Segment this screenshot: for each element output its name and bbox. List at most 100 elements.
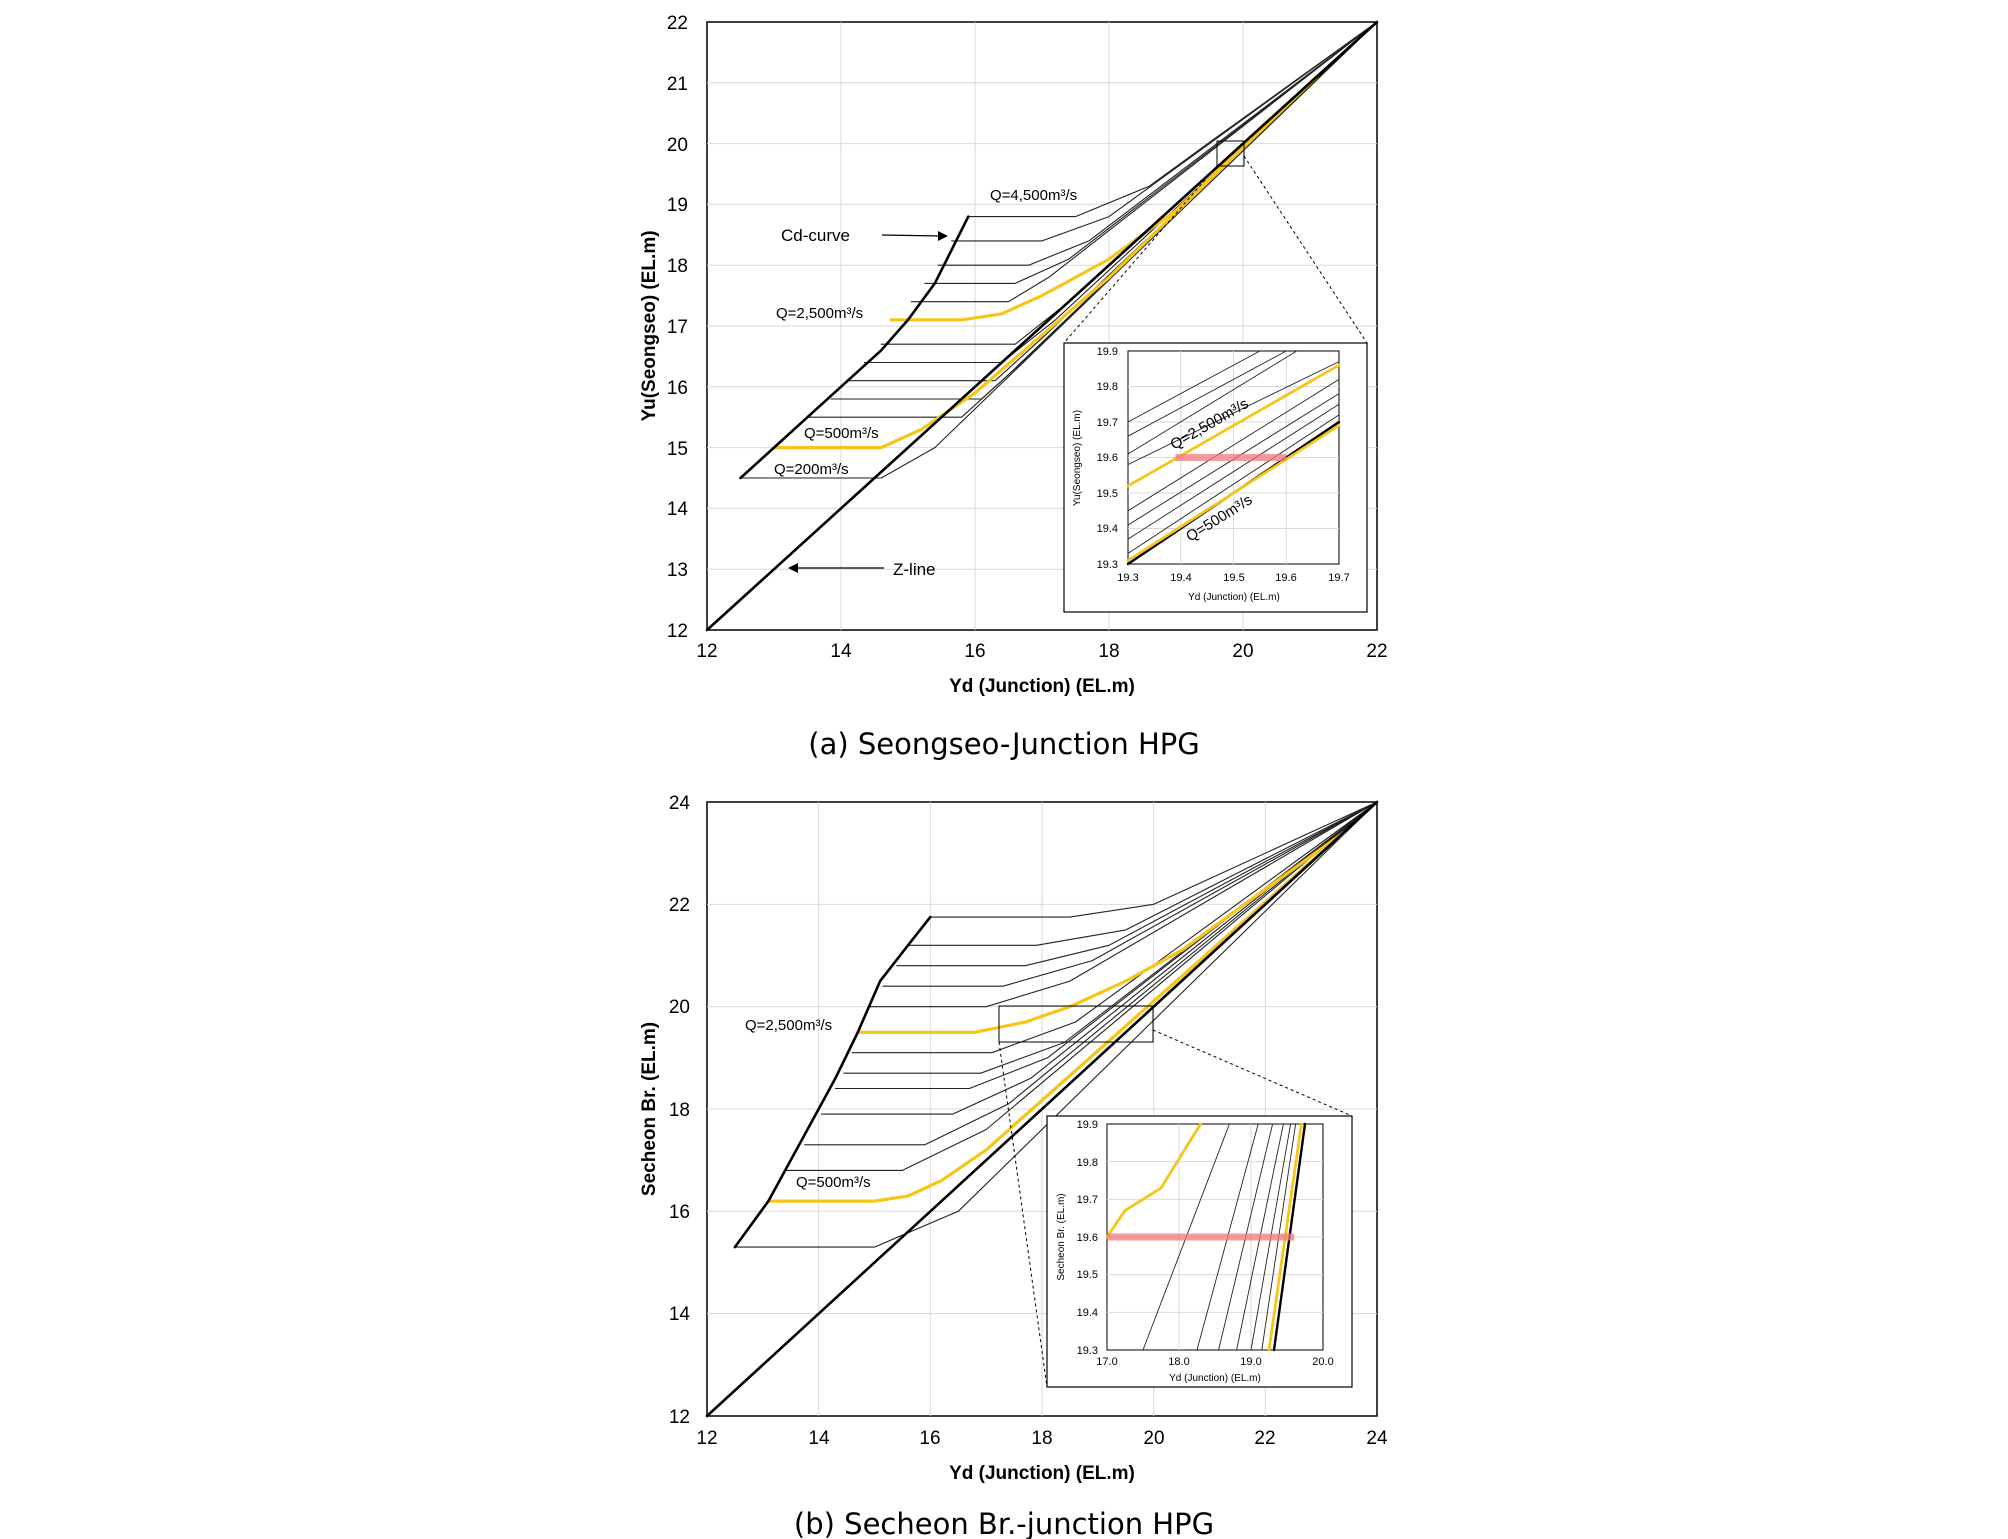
inset-y-axis-label-a: Yu(Seongseo) (EL.m)	[1072, 410, 1083, 506]
rating-curve-line	[868, 801, 1378, 1008]
y-tick-label: 17	[667, 317, 688, 338]
inset-y-tick: 19.9	[1077, 1119, 1098, 1131]
cd-curve-arrow	[881, 234, 943, 237]
y-tick-label: 22	[667, 13, 688, 34]
inset-rating-curve-line	[1127, 403, 1340, 540]
annotation-q500: Q=500m³/s	[796, 1174, 871, 1191]
rating-curve-line	[804, 801, 1378, 1146]
x-tick-label: 18	[1031, 1428, 1052, 1449]
rating-curve-line	[929, 801, 1378, 918]
caption-b: (b) Secheon Br.-junction HPG	[794, 1507, 1214, 1539]
y-tick-labels-a: 12 13 14 15 16 17 18 19 20 21 22	[667, 13, 689, 642]
x-tick-labels-a: 12 14 16 18 20 22	[696, 641, 1387, 662]
x-tick-label: 14	[830, 641, 852, 662]
x-tick-label: 24	[1366, 1428, 1388, 1449]
zoom-box-a	[1216, 140, 1245, 167]
z-line	[705, 20, 1379, 632]
y-tick-label: 21	[667, 74, 688, 95]
inset-rating-curve-line	[1127, 378, 1340, 512]
inset-x-tick: 17.0	[1096, 1356, 1117, 1368]
inset-y-tick: 19.4	[1097, 523, 1118, 535]
inset-x-axis-label-a: Yd (Junction) (EL.m)	[1188, 592, 1280, 603]
annotation-q4500: Q=4,500m³/s	[990, 187, 1077, 204]
inset-b: 17.0 18.0 19.0 20.0 19.3 19.4 19.5 19.6 …	[1046, 1115, 1353, 1388]
rating-curve-line	[830, 21, 1378, 400]
panel-b: 12 14 16 18 20 22 24 12 14 16 18 20 22 2…	[639, 793, 1388, 1539]
inset-x-tick: 19.3	[1117, 572, 1138, 584]
zoom-box-b	[998, 1005, 1154, 1043]
rating-curve-line	[951, 21, 1378, 242]
x-tick-label: 18	[1098, 641, 1119, 662]
x-tick-label: 14	[808, 1428, 830, 1449]
y-tick-label: 24	[669, 793, 691, 814]
inset-x-tick: 19.6	[1275, 572, 1296, 584]
y-tick-label: 15	[667, 439, 688, 460]
y-tick-label: 14	[669, 1304, 691, 1325]
annotation-q200: Q=200m³/s	[774, 461, 849, 478]
y-tick-label: 16	[669, 1202, 690, 1223]
inset-x-tick: 20.0	[1312, 1356, 1333, 1368]
inset-y-tick: 19.9	[1097, 346, 1118, 358]
inset-y-tick: 19.8	[1077, 1157, 1098, 1169]
annotation-q2500: Q=2,500m³/s	[776, 305, 863, 322]
rating-curve-line	[896, 801, 1378, 967]
zoom-connector	[1063, 165, 1218, 344]
series-a	[705, 20, 1379, 632]
y-tick-labels-b: 12 14 16 18 20 22 24	[669, 793, 691, 1428]
series-b	[705, 800, 1379, 1418]
y-tick-label: 18	[667, 256, 688, 277]
y-tick-label: 12	[669, 1407, 690, 1428]
x-tick-label: 16	[919, 1428, 940, 1449]
inset-y-tick: 19.7	[1097, 417, 1118, 429]
inset-y-tick: 19.5	[1077, 1269, 1098, 1281]
inset-highlight-curve-line	[1105, 1122, 1202, 1239]
inset-y-tick: 19.3	[1077, 1345, 1098, 1357]
x-tick-label: 16	[964, 641, 985, 662]
inset-rating-curve-line	[1127, 350, 1261, 423]
y-tick-label: 13	[667, 560, 688, 581]
y-axis-label-a: Yu(Seongseo) (EL.m)	[639, 230, 660, 421]
x-tick-label: 20	[1143, 1428, 1164, 1449]
rating-curve-line	[907, 801, 1378, 946]
zoom-connector	[1152, 1029, 1353, 1117]
x-tick-labels-b: 12 14 16 18 20 22 24	[696, 1428, 1388, 1449]
inset-x-tick: 18.0	[1168, 1356, 1189, 1368]
y-tick-label: 16	[667, 378, 688, 399]
rating-curve-line	[937, 21, 1378, 266]
inset-y-tick: 19.3	[1097, 559, 1118, 571]
panel-a: 12 14 16 18 20 22 12 13 14 15 16 17 18 1…	[639, 13, 1388, 761]
x-tick-label: 12	[696, 1428, 717, 1449]
y-tick-label: 18	[669, 1100, 690, 1121]
rating-curve-line	[784, 801, 1378, 1171]
x-tick-label: 12	[696, 641, 717, 662]
x-axis-label-a: Yd (Junction) (EL.m)	[949, 676, 1135, 697]
inset-y-tick: 19.6	[1097, 452, 1118, 464]
x-tick-label: 20	[1232, 641, 1253, 662]
zoom-connector	[998, 1041, 1048, 1388]
y-tick-label: 12	[667, 621, 688, 642]
inset-y-tick: 19.7	[1077, 1194, 1098, 1206]
rating-curve-line	[910, 21, 1378, 303]
y-tick-label: 19	[667, 195, 688, 216]
x-tick-label: 22	[1254, 1428, 1275, 1449]
inset-y-tick: 19.6	[1077, 1232, 1098, 1244]
highlight-curve-line	[858, 831, 1346, 1034]
inset-y-axis-label-b: Secheon Br. (EL.m)	[1056, 1193, 1067, 1280]
annotation-q500: Q=500m³/s	[804, 425, 879, 442]
inset-rating-curve-line	[1127, 350, 1298, 455]
highlight-curve-line	[766, 831, 1346, 1203]
inset-x-tick: 19.5	[1223, 572, 1244, 584]
rating-curve-line	[851, 801, 1378, 1054]
rating-curve-line	[834, 801, 1378, 1090]
x-tick-label: 22	[1366, 641, 1387, 662]
cd-curve-line	[739, 215, 970, 480]
inset-rating-curve-line	[1127, 350, 1287, 437]
x-axis-label-b: Yd (Junction) (EL.m)	[949, 1463, 1135, 1484]
inset-rating-curve-line	[1127, 414, 1340, 554]
y-tick-label: 20	[669, 997, 690, 1018]
annotation-q2500: Q=2,500m³/s	[745, 1017, 832, 1034]
inset-y-tick: 19.4	[1077, 1307, 1098, 1319]
y-tick-label: 14	[667, 499, 689, 520]
inset-x-tick: 19.0	[1240, 1356, 1261, 1368]
